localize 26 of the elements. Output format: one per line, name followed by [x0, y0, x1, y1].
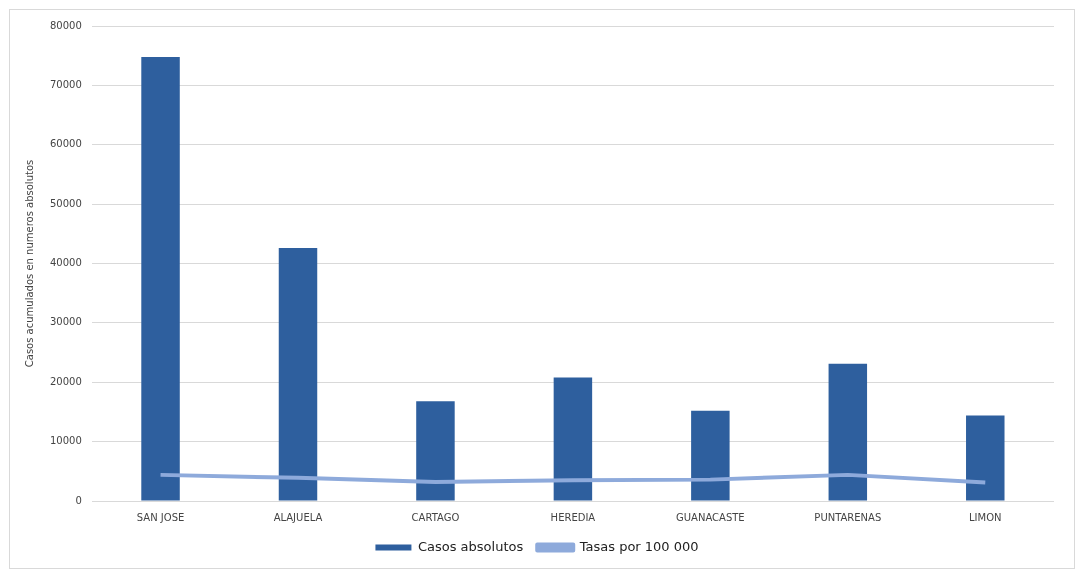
legend-label: Tasas por 100 000	[578, 538, 699, 554]
bar	[691, 410, 730, 501]
x-tick-label: ALAJUELA	[273, 511, 323, 523]
y-tick-label: 70000	[50, 78, 82, 90]
y-tick-label: 80000	[50, 19, 82, 31]
x-tick-label: HEREDIA	[550, 511, 596, 523]
bar	[966, 415, 1005, 501]
bar	[553, 377, 593, 501]
legend-label: Casos absolutos	[417, 538, 524, 554]
x-tick-label: SAN JOSE	[136, 511, 185, 523]
y-tick-label: 0	[75, 494, 82, 506]
y-tick-label: 60000	[50, 138, 82, 150]
x-tick-label: CARTAGO	[411, 511, 460, 523]
y-tick-label: 10000	[50, 435, 82, 447]
x-tick-label: PUNTARENAS	[814, 511, 882, 523]
bar	[828, 363, 868, 501]
y-tick-label: 20000	[50, 375, 82, 387]
y-tick-label: 30000	[50, 316, 82, 328]
y-tick-label: 50000	[50, 197, 82, 209]
bar	[141, 56, 180, 501]
bar	[416, 401, 455, 501]
x-tick-label: LIMON	[969, 511, 1002, 523]
x-tick-label: GUANACASTE	[676, 511, 745, 523]
y-axis-title: Casos acumulados en numeros absolutos	[23, 159, 35, 368]
bar	[278, 248, 318, 501]
y-tick-label: 40000	[50, 257, 82, 269]
